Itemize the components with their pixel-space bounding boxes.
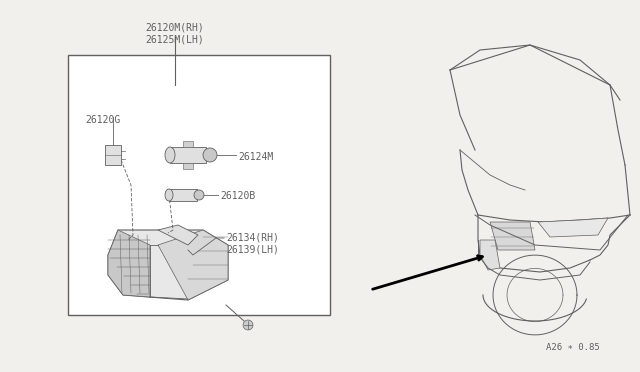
Text: 26120M(RH): 26120M(RH): [146, 22, 204, 32]
Text: 26120G: 26120G: [85, 115, 120, 125]
Ellipse shape: [165, 189, 173, 201]
Polygon shape: [243, 320, 253, 330]
Polygon shape: [105, 145, 121, 165]
Text: 26120B: 26120B: [220, 191, 255, 201]
Text: A26 ∗ 0.85: A26 ∗ 0.85: [547, 343, 600, 352]
Polygon shape: [169, 189, 197, 201]
Text: 26124M: 26124M: [238, 152, 273, 162]
Polygon shape: [490, 222, 535, 250]
Bar: [68, 55, 330, 315]
Ellipse shape: [194, 190, 204, 200]
Text: 26134(RH): 26134(RH): [226, 232, 279, 242]
Polygon shape: [170, 147, 206, 163]
Polygon shape: [158, 225, 198, 245]
Polygon shape: [158, 230, 228, 300]
Ellipse shape: [203, 148, 217, 162]
Text: 26139(LH): 26139(LH): [226, 244, 279, 254]
Polygon shape: [108, 230, 228, 300]
Polygon shape: [183, 163, 193, 169]
Polygon shape: [538, 218, 608, 237]
Polygon shape: [108, 230, 150, 297]
Text: 26125M(LH): 26125M(LH): [146, 35, 204, 45]
Ellipse shape: [165, 147, 175, 163]
Polygon shape: [183, 141, 193, 147]
Polygon shape: [480, 240, 500, 270]
